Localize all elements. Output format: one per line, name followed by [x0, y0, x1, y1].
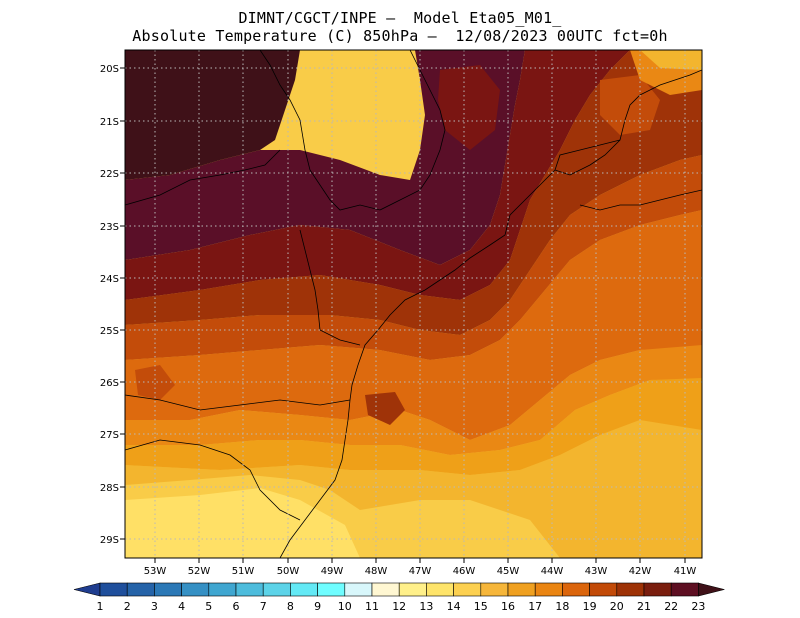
colorbar-swatch: [589, 582, 618, 597]
colorbar-swatch: [371, 582, 400, 597]
temperature-field: [125, 50, 702, 558]
colorbar-swatch: [643, 582, 672, 597]
colorbar-left-arrow: [73, 582, 101, 597]
colorbar-swatch: [317, 582, 346, 597]
chart-title-line2: Absolute Temperature (C) 850hPa — 12/08/…: [132, 27, 668, 45]
colorbar-swatch: [126, 582, 155, 597]
lon-label: 49W: [321, 566, 344, 577]
lon-label: 48W: [365, 566, 388, 577]
colorbar-label: 15: [474, 600, 488, 613]
lon-label: 52W: [188, 566, 211, 577]
colorbar-label: 11: [365, 600, 379, 613]
lat-label: 25S: [100, 326, 119, 337]
colorbar-swatch: [562, 582, 590, 597]
colorbar-label: 10: [338, 600, 352, 613]
colorbar-label: 21: [637, 600, 651, 613]
lon-label: 44W: [541, 566, 564, 577]
colorbar-label: 4: [178, 600, 185, 613]
colorbar-label: 6: [233, 600, 240, 613]
lon-label: 47W: [409, 566, 432, 577]
colorbar-label: 7: [260, 600, 267, 613]
lon-label: 46W: [453, 566, 476, 577]
band-22: [125, 50, 630, 300]
chart-title-line1: DIMNT/CGCT/INPE — Model Eta05_M01_: [238, 9, 562, 27]
lat-label: 24S: [100, 274, 119, 285]
band-20-small: [135, 365, 175, 400]
lon-label: 50W: [277, 566, 300, 577]
colorbar-label: 9: [314, 600, 321, 613]
colorbar-label: 3: [151, 600, 158, 613]
colorbar-swatch: [99, 582, 128, 597]
band-24: [125, 50, 300, 180]
lon-label: 42W: [629, 566, 652, 577]
colorbar: 1 2 3 4 5 6 7 8 9 10 11 12 13 14 15 16 17 18 19 20 21 22 23: [73, 582, 725, 613]
colorbar-swatch: [398, 582, 427, 597]
colorbar-swatch: [181, 582, 210, 597]
lon-label: 45W: [497, 566, 520, 577]
band-17: [125, 375, 702, 475]
lon-label: 43W: [585, 566, 608, 577]
colorbar-label: 2: [124, 600, 131, 613]
colorbar-label: 17: [528, 600, 542, 613]
colorbar-label: 8: [287, 600, 294, 613]
lat-label: 28S: [100, 483, 119, 494]
band-23: [125, 50, 525, 265]
lat-label: 23S: [100, 222, 119, 233]
colorbar-label: 23: [691, 600, 705, 613]
band-22-patch: [438, 65, 500, 150]
colorbar-swatch: [670, 582, 699, 597]
colorbar-label: 16: [501, 600, 515, 613]
colorbar-right-arrow: [698, 582, 725, 597]
lat-label: 29S: [100, 535, 119, 546]
lon-label: 41W: [674, 566, 697, 577]
latitude-labels: 20S 21S 22S 23S 24S 25S 26S 27S 28S 29S: [100, 64, 119, 546]
colorbar-swatch: [344, 582, 373, 597]
lat-label: 21S: [100, 117, 119, 128]
colorbar-swatch: [262, 582, 291, 597]
band-18: [125, 345, 702, 455]
colorbar-swatch: [480, 582, 509, 597]
longitude-labels: 53W 52W 51W 50W 49W 48W 47W 46W 45W 44W …: [144, 566, 697, 577]
lat-label: 22S: [100, 169, 119, 180]
band-21-small: [365, 392, 405, 425]
colorbar-label: 18: [555, 600, 569, 613]
lon-label: 51W: [232, 566, 255, 577]
colorbar-swatch: [507, 582, 536, 597]
colorbar-swatch: [208, 582, 237, 597]
lat-label: 20S: [100, 64, 119, 75]
axis-ticks: [120, 67, 686, 563]
colorbar-label: 1: [97, 600, 104, 613]
colorbar-swatch: [290, 582, 318, 597]
band-16-patch: [640, 50, 702, 70]
colorbar-swatch: [154, 582, 182, 597]
colorbar-swatch: [426, 582, 454, 597]
colorbar-swatch: [534, 582, 563, 597]
lat-label: 26S: [100, 378, 119, 389]
colorbar-label: 12: [392, 600, 406, 613]
lat-label: 27S: [100, 430, 119, 441]
colorbar-swatch: [235, 582, 264, 597]
colorbar-label: 20: [610, 600, 624, 613]
colorbar-label: 13: [419, 600, 433, 613]
colorbar-swatch: [453, 582, 482, 597]
colorbar-label: 22: [664, 600, 678, 613]
colorbar-label: 14: [447, 600, 461, 613]
plot-frame: [124, 49, 703, 559]
colorbar-swatch: [616, 582, 645, 597]
grid-lines: [125, 50, 702, 558]
colorbar-label: 5: [205, 600, 212, 613]
colorbar-label: 19: [583, 600, 597, 613]
band-20: [125, 155, 702, 360]
lon-label: 53W: [144, 566, 167, 577]
